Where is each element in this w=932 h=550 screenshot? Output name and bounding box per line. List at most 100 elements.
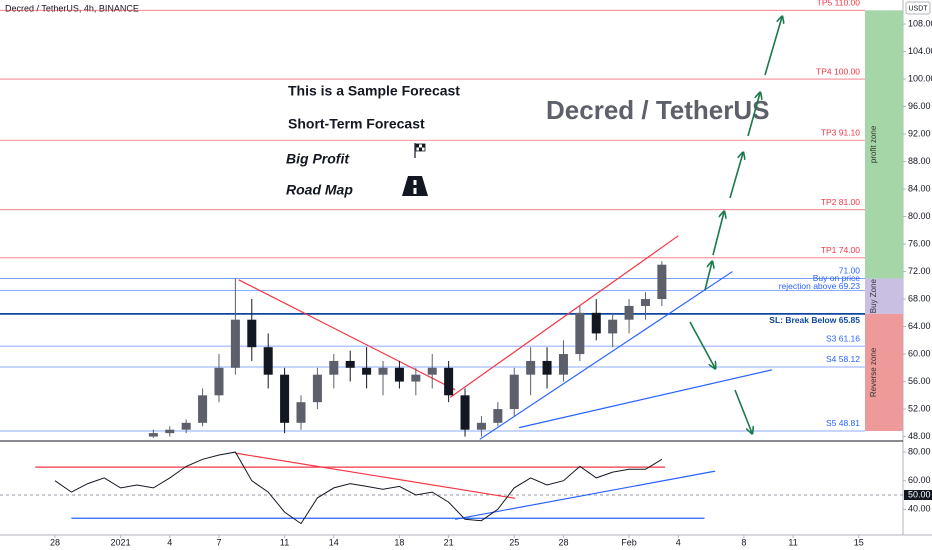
y-tick-label: 88.00 xyxy=(908,156,931,166)
x-tick-label: 7 xyxy=(216,537,221,547)
y-tick-label: 60.00 xyxy=(908,348,931,358)
candle-body xyxy=(296,402,306,423)
candle-body xyxy=(460,395,470,430)
y-tick-label: 48.00 xyxy=(908,431,931,441)
candle-body xyxy=(198,395,208,423)
road-icon xyxy=(402,176,428,196)
y-tick-label: 108.00 xyxy=(908,18,932,28)
candle-body xyxy=(640,299,650,306)
y-tick-label: 96.00 xyxy=(908,101,931,111)
zone-label: Buy Zone xyxy=(869,278,878,313)
candle-body xyxy=(280,374,290,423)
candle-body xyxy=(214,367,224,396)
y-tick-label: 84.00 xyxy=(908,183,931,193)
x-tick-label: 15 xyxy=(854,537,864,547)
watermark: Decred / TetherUS xyxy=(546,95,769,125)
candle-body xyxy=(165,429,175,434)
level-label: TP5 110.00 xyxy=(817,0,861,8)
trend-line xyxy=(238,279,456,391)
trend-line xyxy=(455,470,716,520)
level-label: SL: Break Below 65.85 xyxy=(769,315,860,325)
x-tick-label: 28 xyxy=(50,537,60,547)
candle-body xyxy=(657,264,667,300)
marker-label: 50.00 xyxy=(908,489,931,499)
candle-body xyxy=(411,374,421,382)
y-tick-label: 56.00 xyxy=(908,376,931,386)
trend-line xyxy=(235,452,516,499)
zone xyxy=(865,10,903,279)
trend-line xyxy=(519,369,772,429)
y-tick-label: 52.00 xyxy=(908,403,931,413)
candle-body xyxy=(509,374,519,410)
y-tick-label: 68.00 xyxy=(908,293,931,303)
unit-badge xyxy=(905,1,931,15)
x-tick-label: 18 xyxy=(394,537,404,547)
flag-icon xyxy=(414,143,426,158)
candle-body xyxy=(312,374,322,403)
x-tick-label: 21 xyxy=(444,537,454,547)
candle-body xyxy=(329,360,339,375)
candle-body xyxy=(394,367,404,382)
candle-body xyxy=(608,319,618,334)
annotation: Big Profit xyxy=(286,151,350,167)
chart-title: Decred / TetherUS, 4h, BINANCE xyxy=(5,3,139,13)
x-tick-label: 2021 xyxy=(111,537,131,547)
y-tick-label: 72.00 xyxy=(908,266,931,276)
axis-unit: USDT xyxy=(908,5,928,12)
zone-label: profit zone xyxy=(869,125,878,163)
candle-body xyxy=(476,422,486,430)
x-tick-label: 11 xyxy=(280,537,289,547)
annotation: This is a Sample Forecast xyxy=(288,83,460,99)
candle-body xyxy=(345,360,355,368)
level-label: TP4 100.00 xyxy=(816,66,860,76)
candle-body xyxy=(526,360,536,375)
candle-body xyxy=(427,367,437,375)
x-tick-label: 4 xyxy=(676,537,681,547)
level-label: TP2 81.00 xyxy=(821,197,860,207)
annotation: Road Map xyxy=(286,182,353,198)
candle-body xyxy=(148,433,158,437)
y-tick-label: 40.00 xyxy=(908,504,931,514)
level-label: 71.00 xyxy=(839,266,861,276)
y-tick-label: 76.00 xyxy=(908,238,931,248)
candle-body xyxy=(558,354,568,375)
y-tick-label: 100.00 xyxy=(908,73,932,83)
forecast-arrows xyxy=(689,17,782,433)
y-tick-label: 60.00 xyxy=(908,475,931,485)
level-label: rejection above 69.23 xyxy=(779,281,861,291)
candle-body xyxy=(263,347,273,375)
x-tick-label: 25 xyxy=(509,537,519,547)
level-label: TP3 91.10 xyxy=(821,128,860,138)
x-tick-label: 28 xyxy=(558,537,568,547)
candle-body xyxy=(378,367,388,375)
marker-badge xyxy=(904,490,932,500)
level-label: S4 58.12 xyxy=(826,354,860,364)
trend-line xyxy=(479,271,733,440)
y-tick-label: 92.00 xyxy=(908,128,931,138)
candle-body xyxy=(575,312,585,355)
level-label: S3 61.16 xyxy=(826,333,860,343)
y-tick-label: 80.00 xyxy=(908,211,931,221)
rsi-line xyxy=(54,451,663,525)
candle-body xyxy=(493,409,503,423)
zone xyxy=(865,278,903,314)
candle-body xyxy=(247,319,257,348)
candle-body xyxy=(181,422,191,430)
x-tick-label: 14 xyxy=(329,537,339,547)
level-label: TP1 74.00 xyxy=(821,245,860,255)
candle-body xyxy=(591,312,601,334)
zone xyxy=(865,313,903,431)
x-tick-label: 8 xyxy=(741,537,746,547)
zone-label: Reverse zone xyxy=(869,347,878,397)
annotation: Short-Term Forecast xyxy=(288,116,425,132)
candle-body xyxy=(230,319,240,368)
candle-body xyxy=(542,360,552,375)
level-label: S5 48.81 xyxy=(826,418,860,428)
x-tick-label: 11 xyxy=(788,537,797,547)
candle-body xyxy=(624,305,634,320)
level-label: Buy on price xyxy=(813,273,861,283)
x-tick-label: 4 xyxy=(167,537,172,547)
x-tick-label: Feb xyxy=(621,537,637,547)
